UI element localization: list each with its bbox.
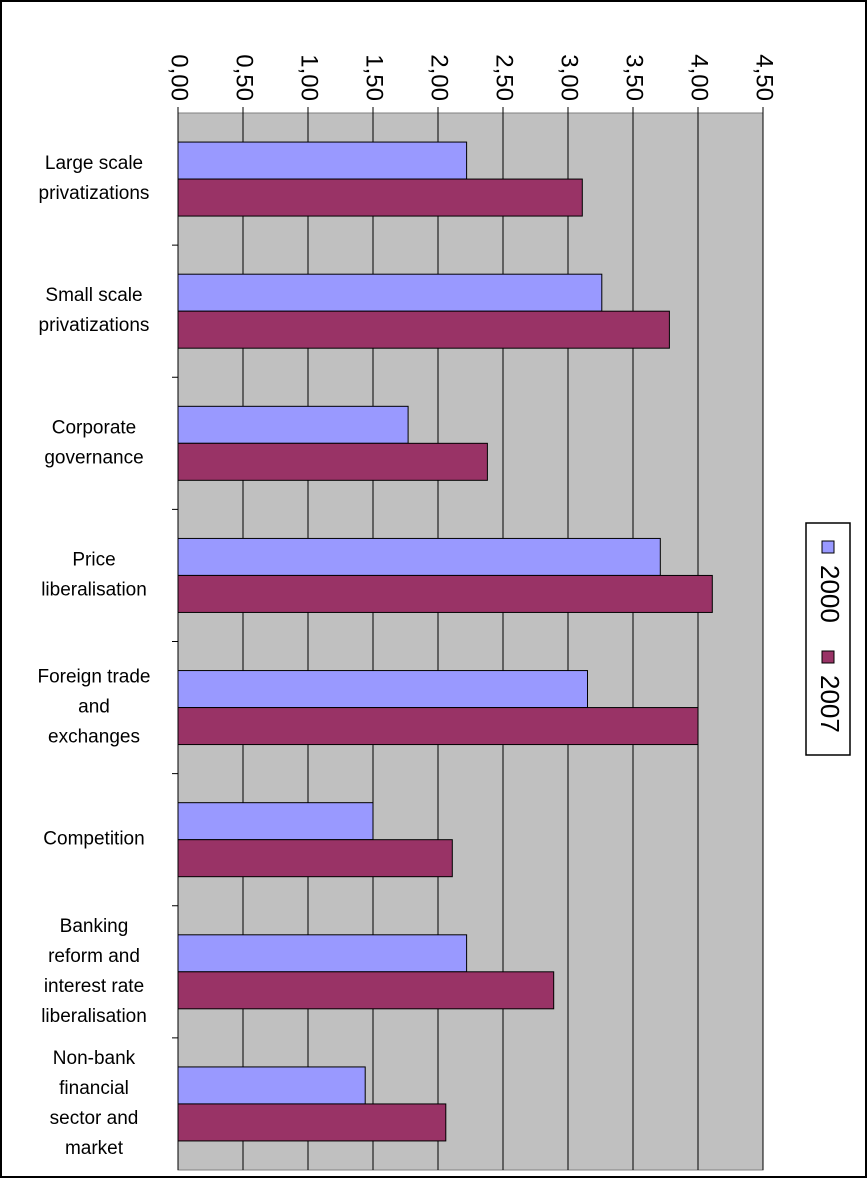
bar-2007 bbox=[177, 839, 453, 878]
category-label: Large scale bbox=[45, 153, 143, 174]
bar-2007 bbox=[177, 574, 713, 613]
bar-2007 bbox=[177, 971, 555, 1010]
category-label: reform and bbox=[48, 946, 140, 967]
category-label: Corporate bbox=[52, 417, 137, 438]
tick-label: 4,50 bbox=[751, 54, 778, 101]
category-label: interest rate bbox=[44, 976, 144, 997]
bar-2007 bbox=[177, 1103, 447, 1142]
bar-2007 bbox=[177, 178, 583, 217]
category-label: Banking bbox=[60, 916, 129, 937]
bar-2000 bbox=[177, 934, 468, 973]
legend-label-2007: 2007 bbox=[815, 675, 845, 733]
bar-2000 bbox=[177, 273, 603, 312]
category-label: privatizations bbox=[39, 315, 150, 336]
tick-label: 1,00 bbox=[296, 54, 323, 101]
bar-2000 bbox=[177, 405, 409, 444]
category-label: and bbox=[78, 697, 110, 718]
bar-2007 bbox=[177, 310, 670, 349]
bar-2000 bbox=[177, 670, 588, 709]
bar-2000 bbox=[177, 802, 374, 841]
bar-2000 bbox=[177, 1066, 366, 1105]
bar-2000 bbox=[177, 141, 468, 180]
category-label: exchanges bbox=[48, 727, 140, 748]
category-label: Non-bank bbox=[53, 1048, 136, 1069]
legend-swatch-2007 bbox=[821, 650, 835, 664]
category-axis: Large scale privatizations Small scale priv… bbox=[37, 113, 179, 1170]
category-label: Small scale bbox=[45, 285, 142, 306]
legend: 2000 2007 bbox=[805, 522, 851, 756]
category-label: financial bbox=[59, 1078, 129, 1099]
category-label: liberalisation bbox=[41, 579, 147, 600]
bar-2007 bbox=[177, 442, 488, 481]
tick-label: 3,50 bbox=[621, 54, 648, 101]
bar-2007 bbox=[177, 707, 699, 746]
tick-label: 0,00 bbox=[166, 54, 193, 101]
tick-label: 2,50 bbox=[491, 54, 518, 101]
category-label: sector and bbox=[50, 1108, 139, 1129]
category-label: governance bbox=[44, 447, 143, 468]
category-label: market bbox=[65, 1138, 124, 1159]
category-label: Price bbox=[72, 549, 115, 570]
tick-label: 4,00 bbox=[686, 54, 713, 101]
category-label: privatizations bbox=[39, 183, 150, 204]
tick-label: 1,50 bbox=[361, 54, 388, 101]
bar-2000 bbox=[177, 537, 661, 576]
plot-area bbox=[177, 112, 764, 1171]
category-label: Competition bbox=[43, 829, 144, 850]
legend-label-2000: 2000 bbox=[815, 565, 845, 623]
category-label: liberalisation bbox=[41, 1006, 147, 1027]
bars bbox=[177, 141, 713, 1142]
tick-label: 0,50 bbox=[231, 54, 258, 101]
category-label: Foreign trade bbox=[37, 667, 150, 688]
legend-box bbox=[805, 522, 851, 756]
value-axis-ticks: 0,00 0,50 1,00 1,50 2,00 2,50 3,00 3,50 4,00 4,50 bbox=[166, 54, 778, 113]
tick-label: 2,00 bbox=[426, 54, 453, 101]
tick-label: 3,00 bbox=[556, 54, 583, 101]
legend-swatch-2000 bbox=[821, 540, 835, 554]
